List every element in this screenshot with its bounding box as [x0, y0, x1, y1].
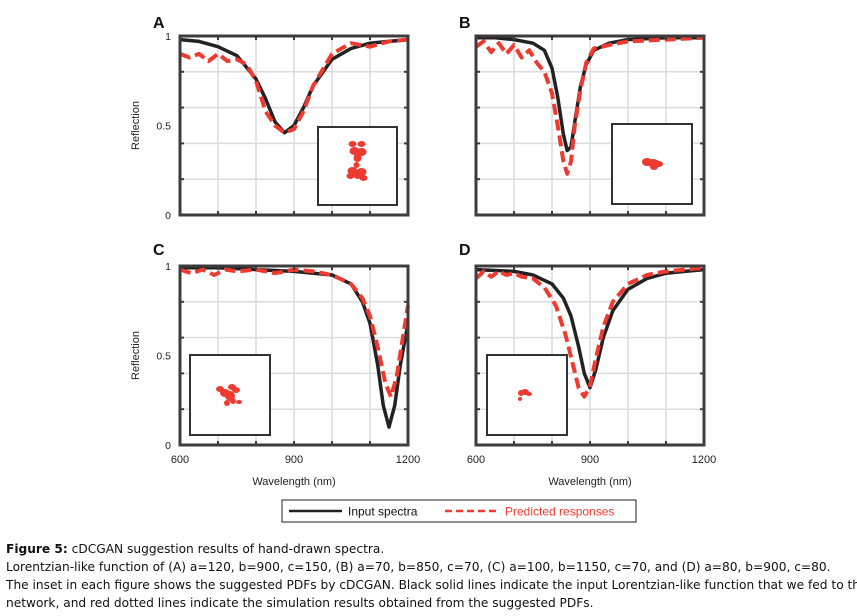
- panel-d-input-line: [475, 267, 705, 390]
- legend-predicted-label: Predicted responses: [505, 505, 614, 519]
- panel-a-y-tick-label: 0.5: [156, 121, 171, 133]
- panel-d: 600 900 1200 Wavelength (nm): [467, 264, 716, 488]
- panel-a-inset-pdf-pixel: [348, 141, 357, 147]
- legend-input-label: Input spectra: [348, 505, 418, 519]
- panel-c-y-tick-label: 1: [165, 261, 171, 273]
- panel-a-predicted-line: [179, 37, 409, 135]
- panel-a-inset-pdf-pixel: [353, 171, 362, 179]
- panels-group: 0 0.5 1 Reflection 0 0.5 1 600 900 1200 Reflection…: [130, 31, 716, 488]
- panel-a-inset-pdf-pixel: [359, 175, 368, 181]
- panel-c-inset-pdf-pixel: [224, 400, 230, 406]
- caption-line-2: Lorentzian-like function of (A) a=120, b…: [6, 560, 831, 574]
- labels-group: A B C D: [153, 15, 471, 259]
- panel-c-x-tick-label: 900: [285, 454, 303, 466]
- panel-c: 0 0.5 1 600 900 1200 Reflection Wavelength (nm): [130, 261, 420, 488]
- legend: Input spectra Predicted responses: [281, 499, 637, 523]
- panel-a-y-axis-label: Reflection: [130, 101, 142, 150]
- panel-a-inset-pdf-pixel: [353, 162, 360, 168]
- panel-d-inset-pdf-pixel: [518, 397, 522, 401]
- panel-a-inset-pdf-pixel: [357, 141, 366, 147]
- panel-b-predicted-line: [474, 35, 705, 176]
- panel-c-y-tick-label: 0.5: [156, 351, 171, 363]
- panel-b-input-line: [476, 36, 704, 153]
- panel-d-x-tick-label: 1200: [692, 454, 716, 466]
- panel-c-y-tick-label: 0: [165, 440, 171, 452]
- panel-c-inset-pdf-pixel: [236, 400, 242, 404]
- panel-a-letter: A: [153, 15, 165, 32]
- panel-d-inset-pdf-pixel: [526, 392, 532, 396]
- panel-d-x-axis-label: Wavelength (nm): [548, 476, 631, 488]
- panel-c-inset-pdf-pixel: [232, 387, 240, 393]
- panel-a-inset-pdf-pixel: [353, 154, 362, 162]
- panel-c-y-axis-label: Reflection: [130, 331, 142, 380]
- panel-d-x-tick-label: 900: [581, 454, 599, 466]
- panel-a-inset-pdf-pixel: [346, 173, 355, 179]
- panel-c-x-tick-label: 600: [171, 454, 189, 466]
- panel-d-predicted-line: [474, 265, 705, 399]
- caption-title: cDCGAN suggestion results of hand-drawn …: [71, 542, 385, 556]
- panel-d-letter: D: [459, 242, 471, 259]
- figure-canvas: 0 0.5 1 Reflection 0 0.5 1 600 900 1200 Reflection…: [130, 15, 716, 523]
- panel-c-letter: C: [153, 242, 165, 259]
- panel-c-inset-pdf-pixel: [230, 398, 236, 404]
- panel-a-y-tick-label: 1: [165, 31, 171, 43]
- caption-line-3: The inset in each figure shows the sugge…: [6, 578, 857, 592]
- panel-d-x-tick-label: 600: [467, 454, 485, 466]
- panel-a: 0 0.5 1 Reflection: [130, 31, 410, 222]
- caption-line-4: network, and red dotted lines indicate t…: [6, 596, 594, 610]
- panel-b-inset-pdf-pixel: [650, 164, 658, 170]
- panel-b-letter: B: [459, 15, 471, 32]
- panel-c-predicted-line: [179, 267, 410, 399]
- panel-c-x-tick-label: 1200: [396, 454, 420, 466]
- caption-line-1: Figure 5: cDCGAN suggestion results of h…: [6, 540, 851, 558]
- panel-c-x-axis-label: Wavelength (nm): [252, 476, 335, 488]
- caption-label: Figure 5:: [6, 542, 68, 556]
- figure-caption: Figure 5: cDCGAN suggestion results of h…: [6, 540, 857, 612]
- panel-a-inset-pdf-pixel: [356, 148, 367, 156]
- panel-a-y-tick-label: 0: [165, 210, 171, 222]
- panel-b: [474, 34, 706, 217]
